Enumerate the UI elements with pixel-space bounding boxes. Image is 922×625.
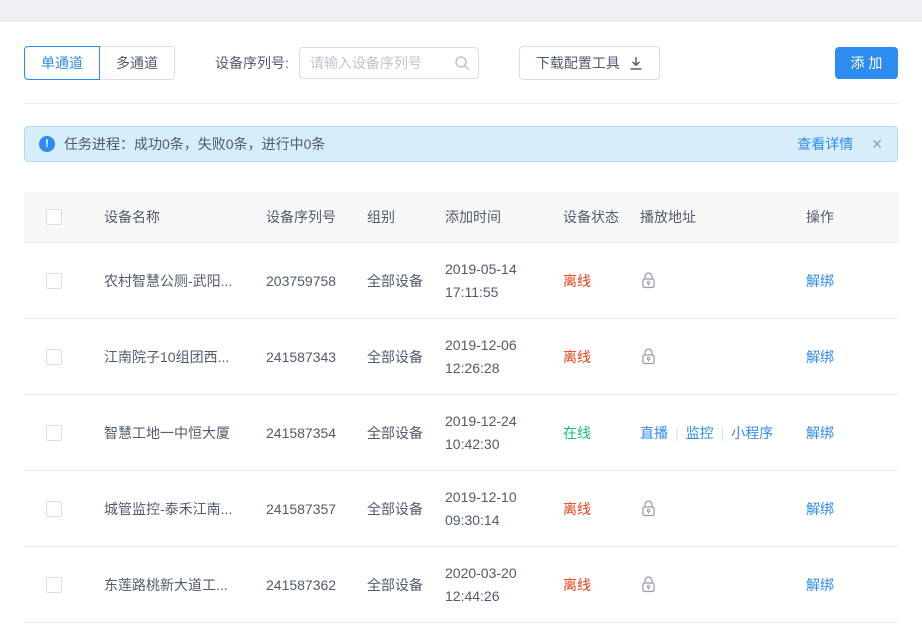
unbind-link[interactable]: 解绑 [806, 576, 834, 593]
play-address-cell: 直播 | 监控 | 小程序 [620, 423, 786, 443]
play-address-cell [620, 575, 786, 594]
device-name: 智慧工地一中恒大厦 [104, 424, 230, 441]
serial-number-label: 设备序列号: [215, 55, 289, 71]
close-icon[interactable]: ✕ [871, 135, 883, 152]
tab-single-channel[interactable]: 单通道 [24, 46, 100, 80]
play-link[interactable]: 直播 [640, 424, 668, 441]
device-status: 在线 [563, 424, 591, 441]
table-row: 城管监控-泰禾江南... 241587357 全部设备 2019-12-10 0… [24, 471, 898, 547]
header-device-status: 设备状态 [563, 209, 619, 225]
added-date: 2020-03-20 [445, 564, 517, 581]
device-serial: 241587354 [266, 424, 337, 441]
table-body: 农村智慧公厕-武阳... 203759758 全部设备 2019-05-14 1… [24, 243, 898, 623]
device-status: 离线 [563, 576, 591, 593]
device-serial: 203759758 [266, 272, 337, 289]
device-serial: 241587357 [266, 500, 337, 517]
device-added-time: 2019-12-24 10:42:30 [425, 410, 543, 456]
device-name: 东莲路桃新大道工... [104, 576, 228, 593]
info-icon: ! [39, 136, 55, 152]
added-clock: 12:26:28 [445, 359, 500, 376]
table-row: 智慧工地一中恒大厦 241587354 全部设备 2019-12-24 10:4… [24, 395, 898, 471]
table-row: 东莲路桃新大道工... 241587362 全部设备 2020-03-20 12… [24, 547, 898, 623]
device-name: 江南院子10组团西... [104, 348, 230, 365]
unbind-link[interactable]: 解绑 [806, 348, 834, 365]
row-checkbox[interactable] [46, 576, 62, 593]
header-operation: 操作 [806, 209, 834, 225]
device-name: 城管监控-泰禾江南... [104, 500, 233, 517]
table-row: 江南院子10组团西... 241587343 全部设备 2019-12-06 1… [24, 319, 898, 395]
device-group: 全部设备 [367, 424, 423, 441]
channel-tab-group: 单通道 多通道 [24, 46, 175, 80]
search-icon[interactable] [454, 55, 470, 71]
play-address-cell [620, 271, 786, 290]
lock-icon [640, 575, 657, 594]
select-all-checkbox[interactable] [46, 209, 62, 225]
added-date: 2019-12-10 [445, 488, 517, 505]
device-group: 全部设备 [367, 576, 423, 593]
device-group: 全部设备 [367, 500, 423, 517]
row-checkbox[interactable] [46, 272, 62, 289]
play-link[interactable]: 小程序 [731, 424, 774, 441]
tab-multi-channel[interactable]: 多通道 [100, 46, 175, 80]
play-address-cell [620, 347, 786, 366]
added-clock: 09:30:14 [445, 511, 500, 528]
header-group: 组别 [367, 209, 395, 225]
device-group: 全部设备 [367, 272, 423, 289]
lock-icon [640, 499, 657, 518]
table-row: 农村智慧公厕-武阳... 203759758 全部设备 2019-05-14 1… [24, 243, 898, 319]
play-address-cell [620, 499, 786, 518]
device-added-time: 2019-12-10 09:30:14 [425, 486, 543, 532]
download-button-label: 下载配置工具 [535, 55, 620, 71]
row-checkbox[interactable] [46, 500, 62, 517]
device-status: 离线 [563, 348, 591, 365]
device-added-time: 2019-12-06 12:26:28 [425, 334, 543, 380]
link-separator: | [720, 424, 725, 441]
header-added-time: 添加时间 [445, 209, 501, 225]
device-added-time: 2019-05-14 17:11:55 [425, 258, 543, 304]
view-details-link[interactable]: 查看详情 [797, 136, 854, 152]
header-device-serial: 设备序列号 [266, 209, 336, 225]
link-separator: | [675, 424, 679, 441]
added-clock: 12:44:26 [445, 587, 500, 604]
row-checkbox[interactable] [46, 348, 62, 365]
task-progress-text: 任务进程：成功0条，失败0条，进行中0条 [64, 136, 326, 152]
task-progress-banner: ! 任务进程：成功0条，失败0条，进行中0条 查看详情 ✕ [24, 126, 898, 162]
header-device-name: 设备名称 [104, 209, 160, 225]
unbind-link[interactable]: 解绑 [806, 500, 834, 517]
added-date: 2019-05-14 [445, 260, 517, 277]
added-date: 2019-12-24 [445, 412, 517, 429]
toolbar: 单通道 多通道 设备序列号: 下载配置工具 添 加 [24, 46, 898, 104]
added-clock: 10:42:30 [445, 435, 500, 452]
add-device-button[interactable]: 添 加 [835, 47, 898, 79]
device-added-time: 2020-03-20 12:44:26 [425, 562, 543, 608]
unbind-link[interactable]: 解绑 [806, 424, 834, 441]
unbind-link[interactable]: 解绑 [806, 272, 834, 289]
device-table: 设备名称 设备序列号 组别 添加时间 设备状态 播放地址 操作 农村智慧公厕-武… [24, 192, 898, 623]
header-play-address: 播放地址 [640, 209, 696, 225]
device-status: 离线 [563, 500, 591, 517]
download-icon [629, 56, 643, 71]
serial-search-input[interactable] [298, 47, 479, 79]
table-header-row: 设备名称 设备序列号 组别 添加时间 设备状态 播放地址 操作 [24, 192, 898, 243]
device-name: 农村智慧公厕-武阳... [104, 272, 233, 289]
device-status: 离线 [563, 272, 591, 289]
top-band [0, 0, 922, 22]
lock-icon [640, 347, 657, 366]
play-link[interactable]: 监控 [685, 424, 714, 441]
lock-icon [640, 271, 657, 290]
row-checkbox[interactable] [46, 424, 62, 441]
device-serial: 241587343 [266, 348, 337, 365]
device-serial: 241587362 [266, 576, 337, 593]
added-date: 2019-12-06 [445, 336, 517, 353]
added-clock: 17:11:55 [445, 283, 499, 300]
device-group: 全部设备 [367, 348, 423, 365]
download-config-button[interactable]: 下载配置工具 [518, 46, 660, 80]
serial-search-box [298, 47, 479, 79]
